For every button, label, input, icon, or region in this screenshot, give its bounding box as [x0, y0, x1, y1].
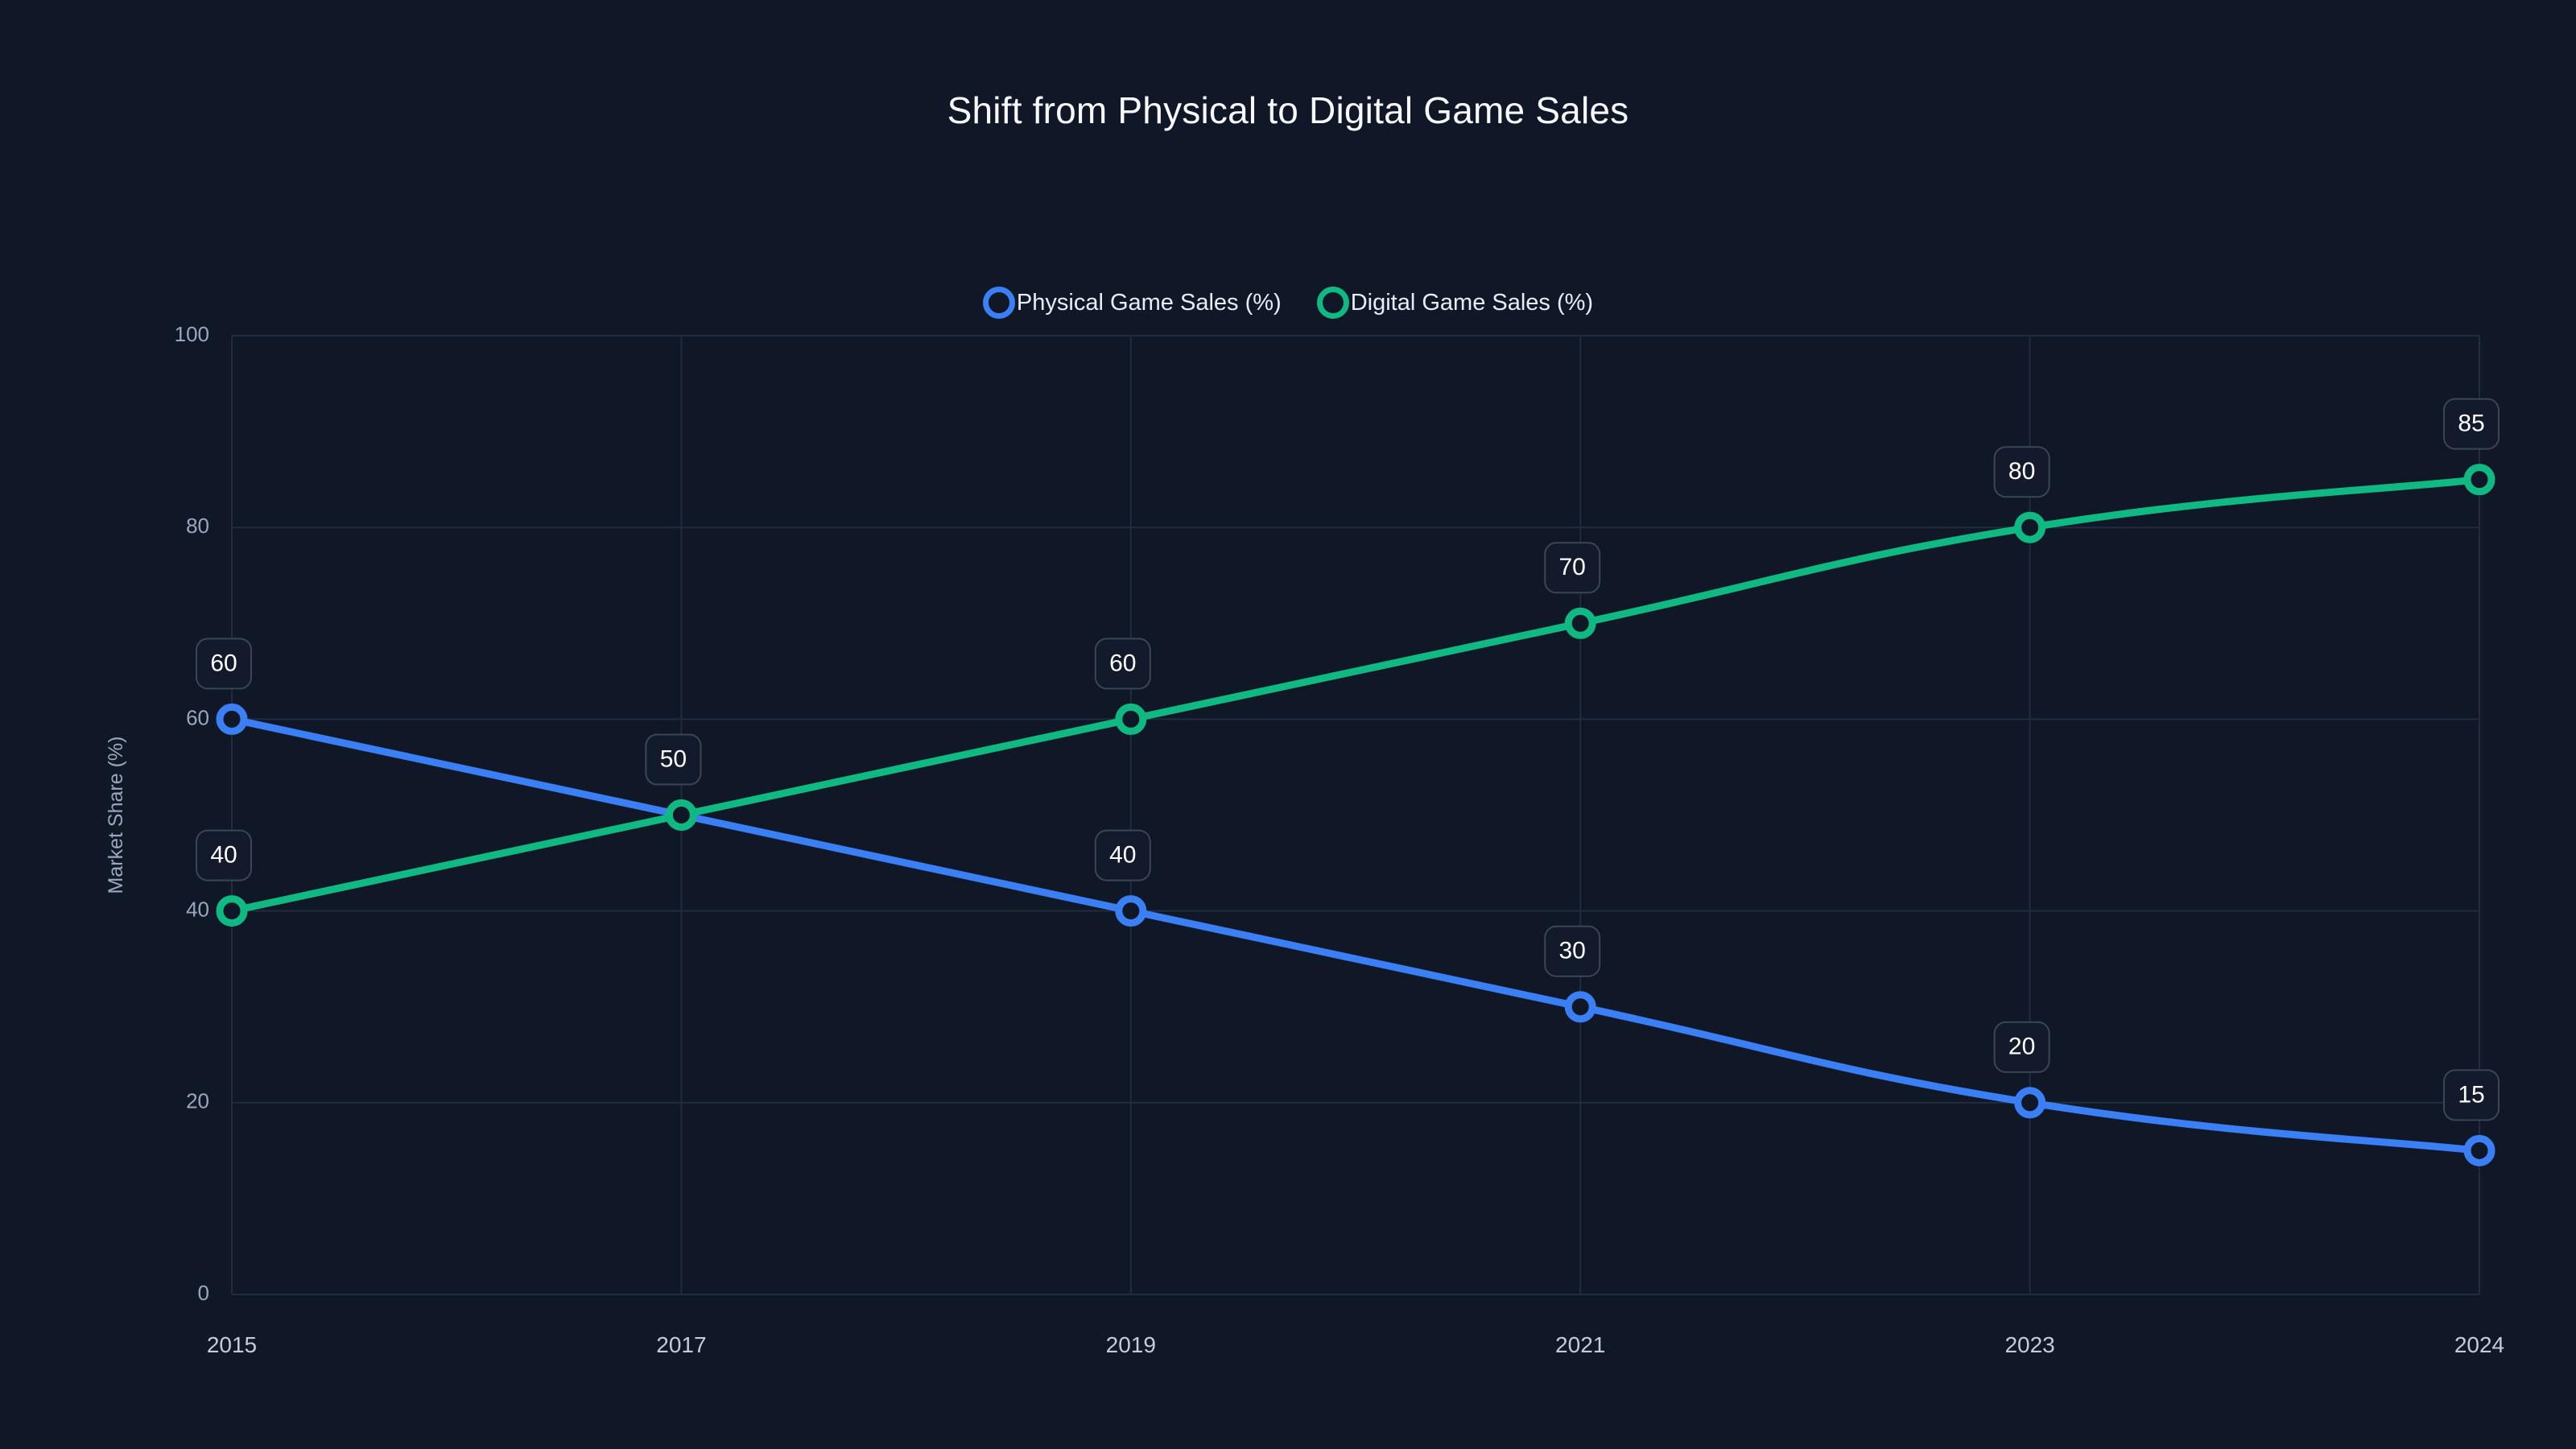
- data-label-value: 40: [210, 842, 237, 869]
- data-point-marker[interactable]: [2014, 1087, 2046, 1119]
- x-axis-tick-label: 2021: [1555, 1332, 1605, 1357]
- data-label-badge-background: [1544, 925, 1601, 977]
- data-label-badge-background: [1094, 829, 1151, 881]
- data-label-value: 60: [1109, 650, 1136, 676]
- series-line: [228, 476, 2483, 915]
- data-label-badge: 40: [196, 829, 252, 881]
- data-label-badge-background: [1993, 446, 2050, 498]
- chart-title: Shift from Physical to Digital Game Sale…: [947, 89, 1629, 131]
- data-label-badge: 50: [645, 733, 702, 786]
- data-label-value: 20: [2008, 1034, 2035, 1060]
- data-label-badge: 60: [1094, 638, 1151, 690]
- data-label-value: 85: [2458, 411, 2484, 437]
- y-axis-tick-label: 100: [175, 322, 209, 346]
- y-axis-tick-label: 0: [198, 1281, 209, 1305]
- x-axis-ticks: 2015 2017 2019 2021 2023 2024: [207, 1332, 2504, 1357]
- y-axis-ticks: 0 20 40 60 80 100: [175, 322, 209, 1305]
- data-label-badge-background: [196, 638, 252, 690]
- x-axis-tick-label: 2019: [1106, 1332, 1156, 1357]
- x-axis-tick-label: 2017: [656, 1332, 706, 1357]
- data-label-badge-background: [196, 829, 252, 881]
- y-axis-title-label: Market Share (%): [105, 737, 127, 894]
- data-label-badge: 30: [1544, 925, 1601, 977]
- y-gridlines: [232, 335, 2479, 1295]
- data-label-badge-background: [645, 733, 702, 786]
- x-axis-tick-label: 2015: [207, 1332, 257, 1357]
- data-point-marker[interactable]: [216, 703, 248, 735]
- data-label-badge: 15: [2443, 1069, 2500, 1121]
- data-label-value: 50: [660, 745, 687, 772]
- series-markers: [216, 464, 2496, 1166]
- series-lines: [228, 476, 2483, 1154]
- data-point-marker[interactable]: [2014, 511, 2046, 543]
- data-point-marker[interactable]: [1564, 607, 1596, 639]
- data-point-marker[interactable]: [216, 895, 248, 927]
- data-label-badge: 70: [1544, 542, 1601, 594]
- data-label-badge-background: [1993, 1021, 2050, 1073]
- data-label-badge: 60: [196, 638, 252, 690]
- data-label-value: 80: [2008, 458, 2035, 485]
- data-point-marker[interactable]: [1564, 991, 1596, 1023]
- data-label-badge: 40: [1094, 829, 1151, 881]
- y-axis-tick-label: 40: [186, 897, 209, 921]
- data-label-badge: 20: [1993, 1021, 2050, 1073]
- data-point-marker[interactable]: [1115, 895, 1147, 927]
- data-point-marker[interactable]: [2463, 464, 2496, 496]
- data-point-marker[interactable]: [2463, 1134, 2496, 1166]
- series-data-labels: 605040302015405060708085: [196, 398, 2500, 1121]
- data-label-badge-background: [2443, 398, 2500, 450]
- x-gridlines: [231, 336, 2480, 1294]
- data-label-value: 60: [210, 650, 237, 676]
- data-point-marker[interactable]: [665, 799, 697, 831]
- y-axis-tick-label: 20: [186, 1089, 209, 1113]
- data-label-value: 15: [2458, 1081, 2484, 1108]
- y-axis-title: Market Share (%): [105, 737, 127, 894]
- data-label-badge: 80: [1993, 446, 2050, 498]
- x-axis-tick-label: 2024: [2454, 1332, 2504, 1357]
- y-axis-tick-label: 80: [186, 514, 209, 538]
- y-axis-tick-label: 60: [186, 705, 209, 729]
- data-label-value: 40: [1109, 842, 1136, 869]
- data-label-badge-background: [2443, 1069, 2500, 1121]
- x-axis-tick-label: 2023: [2004, 1332, 2054, 1357]
- data-label-value: 30: [1559, 938, 1586, 964]
- data-point-marker[interactable]: [1115, 703, 1147, 735]
- data-label-badge-background: [1094, 638, 1151, 690]
- data-label-badge-background: [1544, 542, 1601, 594]
- series-line: [228, 715, 2483, 1154]
- data-label-value: 70: [1559, 554, 1586, 580]
- data-label-badge: 85: [2443, 398, 2500, 450]
